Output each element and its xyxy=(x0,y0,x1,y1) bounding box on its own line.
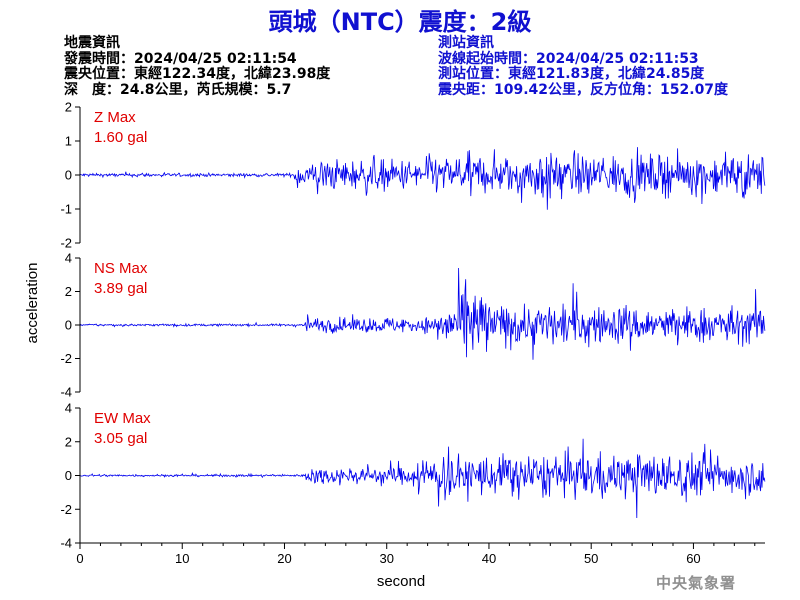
waveform-ew xyxy=(80,438,766,519)
x-tick-label: 60 xyxy=(686,551,700,566)
max-value-z: 1.60 gal xyxy=(94,129,147,146)
x-tick-label: 40 xyxy=(482,551,496,566)
origin-time: 發震時間：2024/04/25 02:11:54 xyxy=(64,50,297,67)
panel-z: -2 -1 0 1 2 Z Max 1.60 gal xyxy=(60,100,766,251)
y-tick-label: -2 xyxy=(60,502,72,517)
y-tick-label: 2 xyxy=(65,284,72,299)
x-tick-label: 20 xyxy=(277,551,291,566)
y-tick-label: 4 xyxy=(65,251,72,266)
y-tick-label: -4 xyxy=(60,536,72,551)
waveform-z xyxy=(79,147,766,210)
y-tick-label: 2 xyxy=(65,434,72,449)
max-label-z: Z Max xyxy=(94,109,136,126)
station-location: 測站位置：東經121.83度，北緯24.85度 xyxy=(438,66,705,82)
waveform-ns xyxy=(79,267,766,360)
y-tick-label: -2 xyxy=(60,236,72,251)
x-tick-label: 50 xyxy=(584,551,598,566)
panel-ns: -4 -2 0 2 4 NS Max 3.89 gal xyxy=(60,251,766,400)
y-tick-label: 4 xyxy=(65,401,72,416)
y-tick-label: 2 xyxy=(65,100,72,115)
depth-magnitude: 深 度：24.8公里，芮氏規模：5.7 xyxy=(64,81,292,98)
epicentral-distance: 震央距：109.42公里，反方位角：152.07度 xyxy=(438,81,729,98)
station-info-heading: 測站資訊 xyxy=(438,35,494,51)
quake-info: 地震資訊 發震時間：2024/04/25 02:11:54 震央位置：東經122.3… xyxy=(64,35,331,98)
station-info: 測站資訊 波線起始時間：2024/04/25 02:11:53 測站位置：東經121… xyxy=(438,35,729,98)
y-tick-label: 0 xyxy=(65,318,72,333)
epicenter: 震央位置：東經122.34度，北緯23.98度 xyxy=(64,66,331,82)
y-tick-label: -4 xyxy=(60,385,72,400)
max-value-ns: 3.89 gal xyxy=(94,280,147,297)
y-tick-label: 0 xyxy=(65,168,72,183)
y-tick-label: 1 xyxy=(65,134,72,149)
x-tick-label: 30 xyxy=(379,551,393,566)
x-tick-label: 0 xyxy=(76,551,83,566)
y-tick-label: -2 xyxy=(60,351,72,366)
x-tick-label: 10 xyxy=(175,551,189,566)
y-tick-label: -1 xyxy=(60,202,72,217)
quake-info-heading: 地震資訊 xyxy=(64,35,120,51)
max-label-ns: NS Max xyxy=(94,260,148,277)
y-tick-label: 0 xyxy=(65,468,72,483)
y-axis-label: acceleration xyxy=(24,263,41,344)
panel-ew: -4 -2 0 2 4 EW Max 3.05 gal xyxy=(60,401,766,551)
x-axis-label: second xyxy=(377,573,425,590)
wave-start-time: 波線起始時間：2024/04/25 02:11:53 xyxy=(438,50,699,67)
agency-logo-text: 中央氣象署 xyxy=(656,574,737,592)
chart-title: 頭城（NTC）震度：2級 xyxy=(268,8,532,36)
max-value-ew: 3.05 gal xyxy=(94,430,147,447)
max-label-ew: EW Max xyxy=(94,410,151,427)
